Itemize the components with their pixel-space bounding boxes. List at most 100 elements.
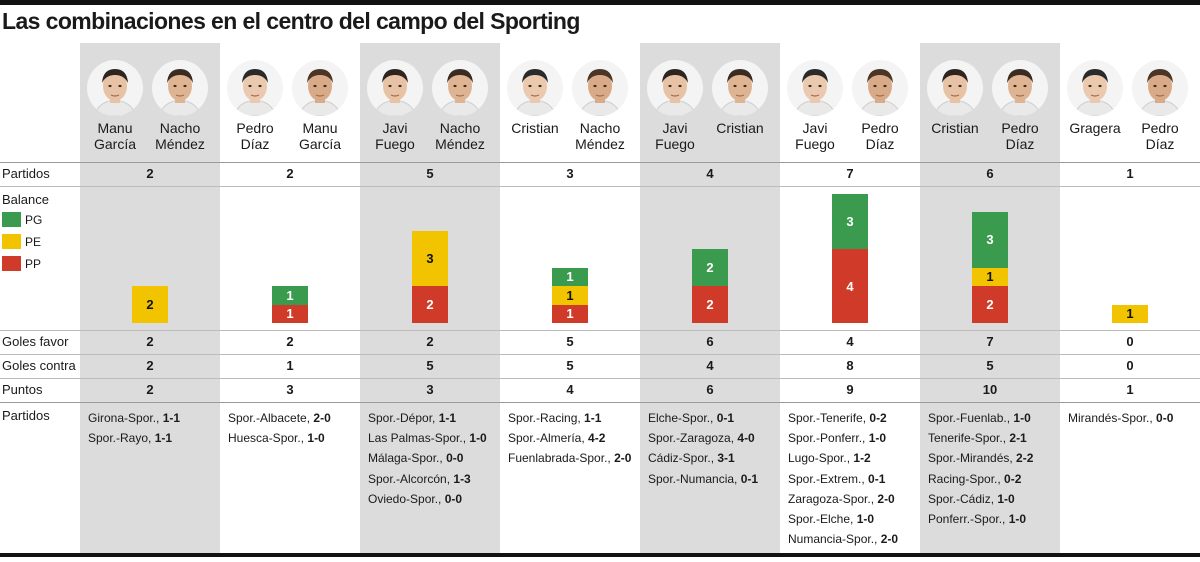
match-teams: Spor.-Elche, (788, 512, 854, 527)
cell-goles-contra: 0 (1126, 358, 1134, 373)
match-item: Spor.-Racing, 1-1 (508, 408, 646, 428)
match-item: Spor.-Fuenlab., 1-0 (928, 408, 1066, 428)
cell-puntos: 3 (426, 382, 434, 397)
bar-segment-pg: 3 (972, 212, 1008, 268)
match-list: Spor.-Dépor, 1-1 Las Palmas-Spor., 1-0 Mál… (368, 408, 506, 509)
divider (0, 186, 1200, 187)
legend-swatch-pg (2, 212, 21, 227)
match-score: 2-0 (313, 411, 331, 425)
player-photo (712, 60, 768, 116)
match-item: Cádiz-Spor., 3-1 (648, 448, 786, 468)
player-name: Javi Fuego (375, 120, 415, 152)
row-label-puntos: Puntos (2, 382, 43, 397)
cell-goles-favor: 0 (1126, 334, 1134, 349)
player-name: Nacho Méndez (575, 120, 625, 152)
match-item: Spor.-Albacete, 2-0 (228, 408, 366, 428)
match-teams: Spor.-Alcorcón, (368, 471, 451, 486)
match-list: Spor.-Fuenlab., 1-0 Tenerife-Spor., 2-1 Sp… (928, 408, 1066, 529)
cell-partidos: 5 (426, 166, 434, 181)
match-score: 0-1 (716, 411, 735, 425)
bar-segment-pe: 1 (972, 267, 1008, 286)
match-item: Huesca-Spor., 1-0 (228, 428, 366, 448)
match-list: Spor.-Racing, 1-1 Spor.-Almería, 4-2 Fuenl… (508, 408, 646, 469)
cell-puntos: 3 (286, 382, 294, 397)
match-item: Oviedo-Spor., 0-0 (368, 489, 506, 509)
player-photo (1132, 60, 1188, 116)
match-score: 1-0 (469, 431, 487, 446)
bar-segment-pe: 3 (412, 230, 448, 286)
match-score: 0-2 (869, 411, 887, 425)
match-score: 2-0 (614, 451, 632, 466)
match-score: 4-2 (588, 431, 606, 446)
match-score: 1-0 (307, 431, 325, 446)
match-teams: Elche-Spor., (648, 411, 714, 425)
bar-segment-pp: 4 (832, 249, 868, 323)
cell-goles-contra: 2 (146, 358, 154, 373)
match-item: Spor.-Elche, 1-0 (788, 509, 926, 529)
row-label-goles-favor: Goles favor (2, 334, 69, 349)
cell-goles-favor: 2 (146, 334, 154, 349)
row-label-partidos-list: Partidos (2, 408, 50, 423)
cell-puntos: 6 (706, 382, 714, 397)
match-item: Girona-Spor., 1-1 (88, 408, 226, 428)
match-teams: Ponferr.-Spor., (928, 512, 1006, 527)
cell-goles-favor: 2 (286, 334, 294, 349)
player-photo (152, 60, 208, 116)
cell-goles-favor: 4 (846, 334, 854, 349)
match-score: 1-3 (453, 471, 471, 486)
match-item: Tenerife-Spor., 2-1 (928, 428, 1066, 448)
bar-segment-pp: 2 (692, 286, 728, 323)
player-name: Cristian (716, 120, 764, 136)
match-teams: Fuenlabrada-Spor., (508, 451, 611, 466)
match-score: 3-1 (717, 451, 735, 466)
match-teams: Girona-Spor., (88, 411, 160, 425)
match-item: Spor.-Ponferr., 1-0 (788, 428, 926, 448)
bar-segment-pe: 1 (1112, 304, 1148, 323)
match-item: Málaga-Spor., 0-0 (368, 448, 506, 468)
player-name: Javi Fuego (795, 120, 835, 152)
match-teams: Spor.-Albacete, (228, 411, 311, 425)
row-label-goles-contra: Goles contra (2, 358, 76, 373)
match-teams: Spor.-Zaragoza, (648, 431, 735, 446)
divider (0, 162, 1200, 163)
bar-segment-pg: 3 (832, 193, 868, 249)
match-score: 1-0 (856, 512, 875, 527)
cell-goles-contra: 5 (986, 358, 994, 373)
player-photo (572, 60, 628, 116)
player-photo (647, 60, 703, 116)
match-score: 2-0 (877, 491, 895, 506)
match-teams: Huesca-Spor., (228, 431, 305, 446)
match-teams: Spor.-Rayo, (88, 431, 152, 446)
cell-goles-favor: 5 (566, 334, 574, 349)
match-teams: Spor.-Mirandés, (928, 451, 1013, 466)
match-score: 1-0 (868, 431, 887, 446)
match-score: 1-1 (438, 411, 457, 425)
match-item: Spor.-Alcorcón, 1-3 (368, 469, 506, 489)
match-score: 1-1 (584, 411, 602, 425)
match-item: Fuenlabrada-Spor., 2-0 (508, 448, 646, 468)
match-teams: Spor.-Dépor, (368, 411, 436, 425)
match-score: 1-1 (154, 431, 173, 446)
player-name: Nacho Méndez (435, 120, 485, 152)
bar-segment-pp: 1 (272, 304, 308, 323)
player-photo (992, 60, 1048, 116)
match-list: Elche-Spor., 0-1 Spor.-Zaragoza, 4-0 Cádiz… (648, 408, 786, 489)
match-item: Spor.-Mirandés, 2-2 (928, 448, 1066, 468)
match-teams: Spor.-Tenerife, (788, 411, 867, 425)
bar-segment-pg: 2 (692, 249, 728, 286)
player-photo (852, 60, 908, 116)
match-item: Spor.-Tenerife, 0-2 (788, 408, 926, 428)
divider (0, 354, 1200, 355)
match-list: Girona-Spor., 1-1 Spor.-Rayo, 1-1 (88, 408, 226, 448)
bar-segment-pe: 2 (132, 286, 168, 323)
legend-swatch-pp (2, 256, 21, 271)
bar-segment-pp: 1 (552, 304, 588, 323)
match-teams: Spor.-Cádiz, (928, 491, 995, 506)
bar-segment-pe: 1 (552, 286, 588, 305)
row-label-balance: Balance (2, 192, 49, 207)
cell-partidos: 2 (286, 166, 294, 181)
player-photo (292, 60, 348, 116)
match-item: Las Palmas-Spor., 1-0 (368, 428, 506, 448)
match-item: Spor.-Cádiz, 1-0 (928, 489, 1066, 509)
match-teams: Spor.-Ponferr., (788, 431, 866, 446)
